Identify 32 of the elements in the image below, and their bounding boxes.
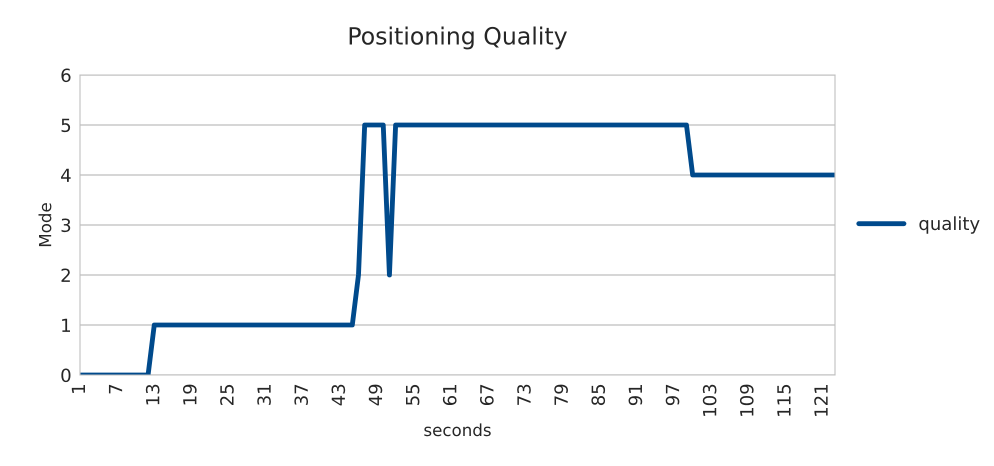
x-tick-label: 1 [72, 385, 85, 393]
y-tick-label: 1 [62, 318, 70, 332]
x-tick-label: 79 [554, 384, 568, 405]
y-tick-label: 2 [62, 268, 70, 282]
y-axis-title: Mode [38, 203, 52, 246]
x-tick-label: 97 [666, 384, 680, 406]
x-tick-label: 115 [777, 384, 791, 416]
x-tick-label: 67 [480, 384, 494, 406]
legend-label: quality [919, 216, 980, 234]
chart-title: Positioning Quality [350, 26, 567, 50]
x-tick-label: 85 [591, 384, 606, 406]
x-tick-label: 91 [628, 385, 642, 406]
x-tick-label: 43 [332, 384, 346, 406]
x-tick-label: 31 [257, 385, 271, 405]
y-tick-label: 3 [62, 218, 70, 232]
x-axis-title: seconds [424, 423, 491, 436]
x-tick-label: 73 [517, 384, 531, 405]
x-tick-label: 103 [702, 384, 716, 416]
x-tick-label: 13 [146, 384, 160, 404]
x-tick-label: 109 [740, 384, 754, 416]
y-tick-label: 0 [61, 368, 70, 382]
x-tick-label: 25 [220, 384, 234, 405]
x-tick-label: 7 [108, 384, 122, 394]
x-tick-label: 37 [294, 384, 308, 405]
x-tick-label: 19 [182, 384, 197, 404]
y-tick-label: 6 [61, 68, 71, 82]
y-tick-label: 5 [62, 118, 70, 132]
x-tick-label: 49 [368, 384, 382, 406]
x-tick-label: 55 [406, 384, 420, 405]
x-tick-label: 121 [814, 385, 828, 416]
x-tick-label: 61 [442, 385, 457, 406]
y-tick-label: 4 [61, 168, 71, 182]
